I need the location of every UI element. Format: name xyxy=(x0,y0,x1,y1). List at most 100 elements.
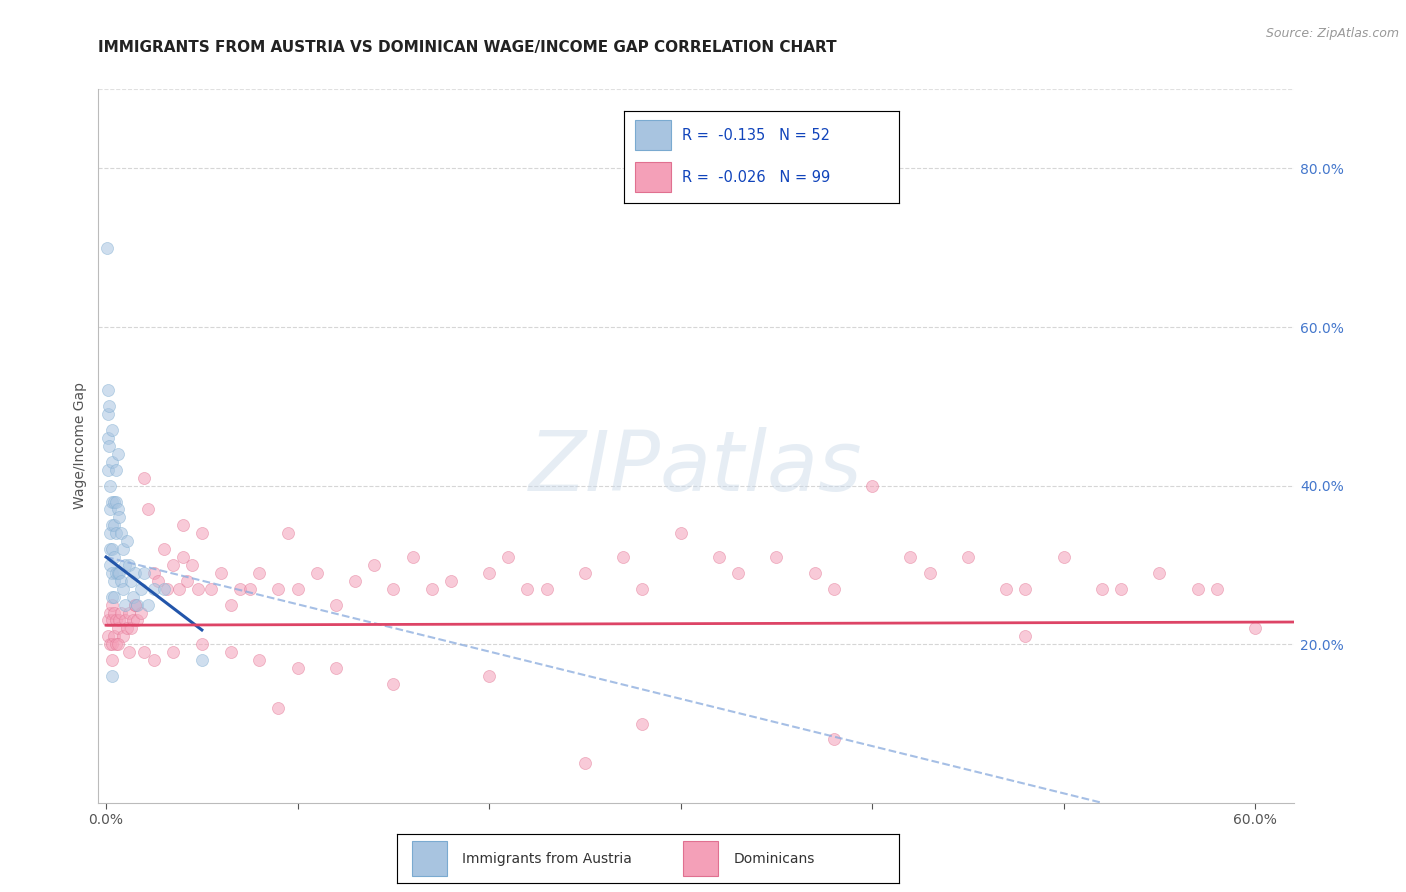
Point xyxy=(107,621,129,635)
Point xyxy=(176,574,198,588)
FancyBboxPatch shape xyxy=(636,161,671,193)
Point xyxy=(803,566,825,580)
Point xyxy=(152,582,174,596)
Point xyxy=(110,606,132,620)
Point xyxy=(108,510,131,524)
Text: Immigrants from Austria: Immigrants from Austria xyxy=(463,852,633,865)
Point xyxy=(498,549,520,564)
Point xyxy=(118,645,141,659)
Text: ZIPatlas: ZIPatlas xyxy=(529,427,863,508)
Point xyxy=(143,653,166,667)
Point xyxy=(115,534,138,549)
Point xyxy=(956,549,979,564)
Point xyxy=(146,574,169,588)
Point xyxy=(97,614,120,628)
Text: Dominicans: Dominicans xyxy=(734,852,815,865)
Point xyxy=(536,582,558,596)
Point xyxy=(200,582,222,596)
Point xyxy=(104,494,127,508)
Point xyxy=(97,431,120,445)
Point xyxy=(325,661,347,675)
Point xyxy=(120,621,142,635)
Point xyxy=(103,590,125,604)
Point xyxy=(129,582,152,596)
Point xyxy=(108,614,131,628)
Point xyxy=(1014,629,1036,643)
Text: R =  -0.026   N = 99: R = -0.026 N = 99 xyxy=(682,169,830,185)
Point xyxy=(325,598,347,612)
Point xyxy=(122,590,145,604)
Point xyxy=(98,637,121,651)
Point xyxy=(101,669,124,683)
Point xyxy=(516,582,538,596)
Point xyxy=(440,574,463,588)
Point xyxy=(167,582,190,596)
Point xyxy=(382,582,405,596)
Point xyxy=(382,677,405,691)
Point xyxy=(115,621,138,635)
Point xyxy=(574,756,596,771)
Point xyxy=(669,526,692,541)
Point xyxy=(96,241,118,255)
Point xyxy=(631,716,654,731)
Point xyxy=(101,614,124,628)
Point xyxy=(136,502,159,516)
Point xyxy=(574,566,596,580)
Point xyxy=(187,582,209,596)
Point xyxy=(118,558,141,572)
Point xyxy=(143,566,166,580)
FancyBboxPatch shape xyxy=(412,841,447,876)
Point xyxy=(103,574,125,588)
Point xyxy=(305,566,328,580)
Point xyxy=(267,700,290,714)
Point xyxy=(104,463,127,477)
Point xyxy=(191,526,214,541)
Point xyxy=(124,566,146,580)
Point xyxy=(112,582,135,596)
Point xyxy=(860,478,883,492)
Point xyxy=(101,542,124,557)
Point xyxy=(823,582,845,596)
Point xyxy=(101,566,124,580)
Point xyxy=(136,598,159,612)
Point xyxy=(420,582,443,596)
Point xyxy=(97,384,120,398)
Point xyxy=(1149,566,1171,580)
Point xyxy=(478,566,501,580)
Point xyxy=(101,494,124,508)
Point xyxy=(219,645,242,659)
Point xyxy=(98,526,121,541)
Point xyxy=(229,582,252,596)
Point xyxy=(104,526,127,541)
Point xyxy=(129,606,152,620)
Text: R =  -0.135   N = 52: R = -0.135 N = 52 xyxy=(682,128,830,143)
Point xyxy=(765,549,787,564)
Point xyxy=(97,439,120,453)
Point xyxy=(162,645,184,659)
Point xyxy=(152,542,174,557)
Point xyxy=(110,574,132,588)
Point xyxy=(101,455,124,469)
Point xyxy=(277,526,299,541)
Point xyxy=(1244,621,1267,635)
Point xyxy=(172,549,194,564)
Point xyxy=(107,447,129,461)
Point xyxy=(612,549,634,564)
Point xyxy=(101,590,124,604)
FancyBboxPatch shape xyxy=(683,841,718,876)
Point xyxy=(344,574,367,588)
Point xyxy=(239,582,262,596)
Point xyxy=(97,629,120,643)
Point xyxy=(478,669,501,683)
Point xyxy=(98,558,121,572)
Point xyxy=(104,637,127,651)
Text: Source: ZipAtlas.com: Source: ZipAtlas.com xyxy=(1265,27,1399,40)
Point xyxy=(995,582,1018,596)
Point xyxy=(104,614,127,628)
Point xyxy=(191,637,214,651)
Point xyxy=(114,614,136,628)
Point xyxy=(112,542,135,557)
Point xyxy=(247,566,270,580)
FancyBboxPatch shape xyxy=(636,120,671,151)
Point xyxy=(103,629,125,643)
